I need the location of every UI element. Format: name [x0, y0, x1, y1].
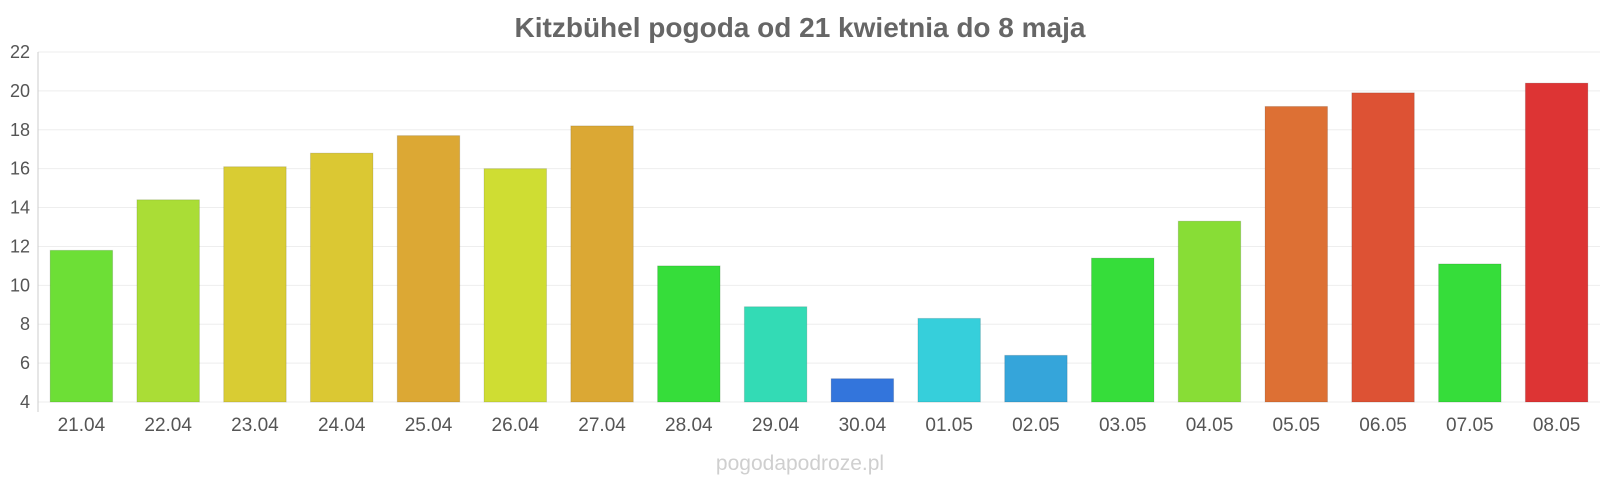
bar-02.05 — [1004, 354, 1068, 403]
watermark: pogodapodroze.pl — [716, 452, 884, 475]
bars — [49, 82, 1589, 403]
x-tick-label: 25.04 — [405, 415, 453, 436]
x-tick-label: 08.05 — [1533, 415, 1581, 436]
y-tick-label: 16 — [10, 159, 30, 179]
bar-22.04 — [136, 199, 200, 403]
x-tick-label: 27.04 — [578, 415, 626, 436]
bar-03.05 — [1090, 257, 1155, 403]
x-tick-label: 29.04 — [752, 415, 800, 436]
bar-07.05 — [1438, 263, 1502, 403]
bar-30.04 — [830, 378, 895, 403]
x-tick-label: 30.04 — [839, 415, 887, 436]
y-tick-label: 4 — [20, 392, 30, 412]
x-tick-label: 28.04 — [665, 415, 713, 436]
x-tick-label: 24.04 — [318, 415, 366, 436]
x-tick-label: 07.05 — [1446, 415, 1494, 436]
bar-08.05 — [1524, 82, 1589, 403]
x-tick-label: 23.04 — [231, 415, 279, 436]
y-tick-label: 20 — [10, 81, 30, 101]
x-tick-label: 03.05 — [1099, 415, 1147, 436]
x-tick-label: 22.04 — [144, 415, 192, 436]
bar-05.05 — [1264, 105, 1329, 403]
bar-06.05 — [1351, 92, 1415, 403]
bar-27.04 — [570, 125, 634, 403]
y-tick-label: 10 — [10, 275, 30, 295]
x-tick-label: 02.05 — [1012, 415, 1060, 436]
bar-28.04 — [657, 265, 721, 403]
y-tick-label: 6 — [20, 353, 30, 373]
bar-25.04 — [396, 135, 461, 403]
y-tick-label: 12 — [10, 236, 30, 256]
y-tick-label: 14 — [10, 198, 30, 218]
x-tick-label: 01.05 — [925, 415, 973, 436]
x-axis-ticks: 21.04 22.04 23.04 24.04 25.04 26.04 27.04 28.04… — [58, 415, 1581, 436]
chart-title: Kitzbühel pogoda od 21 kwietnia do 8 maj… — [515, 12, 1086, 43]
y-tick-label: 22 — [10, 42, 30, 62]
grid-lines — [38, 51, 1600, 403]
bar-04.05 — [1177, 220, 1242, 403]
bar-23.04 — [223, 166, 287, 403]
x-tick-label: 05.05 — [1273, 415, 1321, 436]
bar-21.04 — [49, 249, 114, 403]
y-tick-label: 8 — [20, 314, 30, 334]
x-tick-label: 26.04 — [492, 415, 540, 436]
y-tick-label: 18 — [10, 120, 30, 140]
bar-26.04 — [483, 168, 548, 403]
x-tick-label: 06.05 — [1359, 415, 1407, 436]
y-axis-ticks: 4 6 8 10 12 14 16 18 20 22 — [10, 42, 30, 412]
x-tick-label: 04.05 — [1186, 415, 1234, 436]
x-tick-label: 21.04 — [58, 415, 106, 436]
bar-29.04 — [743, 306, 808, 403]
bar-24.04 — [309, 152, 374, 403]
bar-01.05 — [917, 317, 981, 403]
